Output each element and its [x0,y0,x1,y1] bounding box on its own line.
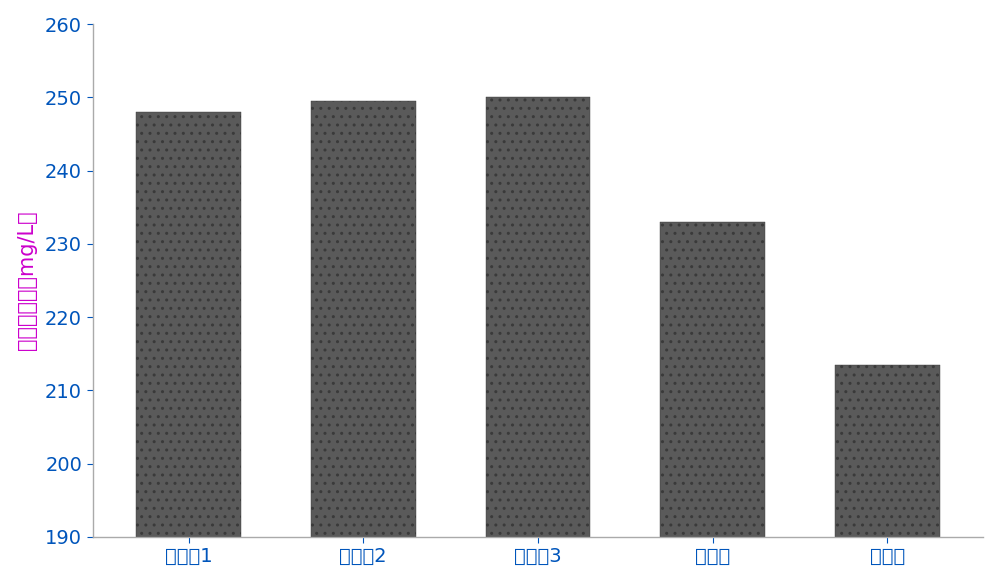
Bar [486,97,590,537]
Bar [660,222,765,537]
Y-axis label: 产物表达量（mg/L）: 产物表达量（mg/L） [17,210,37,350]
Bar [136,112,241,537]
Bar [835,365,940,537]
Bar [311,101,416,537]
